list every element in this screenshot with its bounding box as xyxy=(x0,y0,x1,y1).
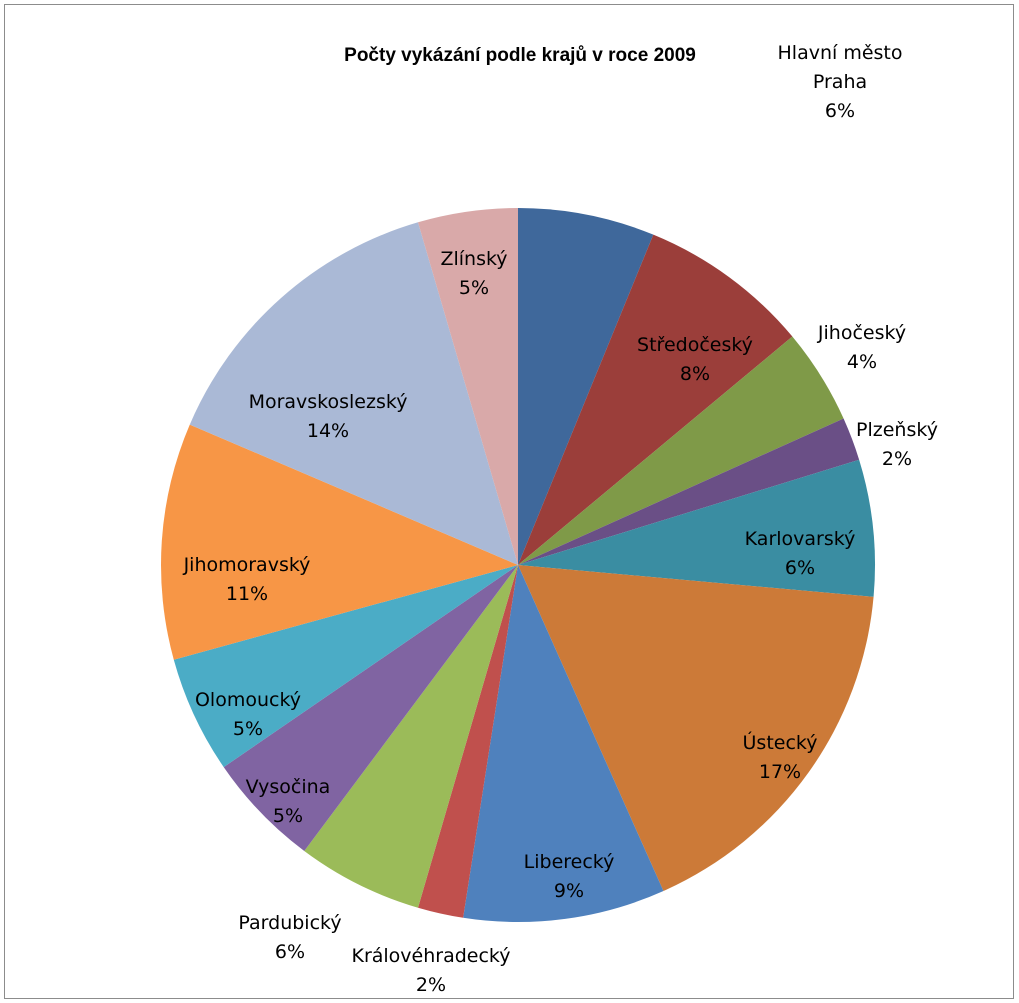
pie-slices xyxy=(161,207,875,923)
slice-label: Hlavní město Praha 6% xyxy=(778,42,903,122)
slice-label: Karlovarský 6% xyxy=(745,528,856,579)
slice-label: Plzeňský 2% xyxy=(856,419,938,470)
pie-slice-královéhradecký xyxy=(418,565,518,918)
slice-label: Vysočina 5% xyxy=(246,776,331,827)
pie-slice-pardubický xyxy=(304,565,518,908)
slice-label: Středočeský 8% xyxy=(637,334,753,385)
pie-slice-plzeňský xyxy=(518,418,860,565)
pie-slice-karlovarský xyxy=(518,459,875,597)
pie-slice-ústecký xyxy=(518,565,874,892)
slice-label: Liberecký 9% xyxy=(524,851,615,902)
pie-slice-středočeský xyxy=(518,234,793,565)
slice-label: Pardubický 6% xyxy=(238,912,341,963)
pie-slice-jihočeský xyxy=(518,336,844,565)
slice-label: Královéhradecký 2% xyxy=(351,945,510,996)
pie-slice-zlínský xyxy=(418,207,518,565)
pie-labels: Hlavní město Praha 6% Středočeský 8% Jihočesk… xyxy=(183,42,938,996)
slice-label: Zlínský 5% xyxy=(440,248,507,299)
pie-slice-vysočina xyxy=(223,565,518,851)
pie-slice-olomoucký xyxy=(173,565,519,768)
pie-slice-hlavní-město-praha xyxy=(518,208,654,565)
slice-label: Ústecký 17% xyxy=(743,730,818,783)
pie-slice-jihomoravský xyxy=(161,424,518,660)
pie-slice-moravskoslezský xyxy=(189,222,518,566)
slice-label: Moravskoslezský 14% xyxy=(249,391,408,442)
pie-slice-liberecký xyxy=(463,565,664,923)
slice-label: Jihomoravský 11% xyxy=(183,554,311,605)
slice-label: Olomoucký 5% xyxy=(195,689,301,740)
slice-label: Jihočeský 4% xyxy=(817,322,906,373)
chart-title: Počty vykázání podle krajů v roce 2009 xyxy=(344,45,696,66)
